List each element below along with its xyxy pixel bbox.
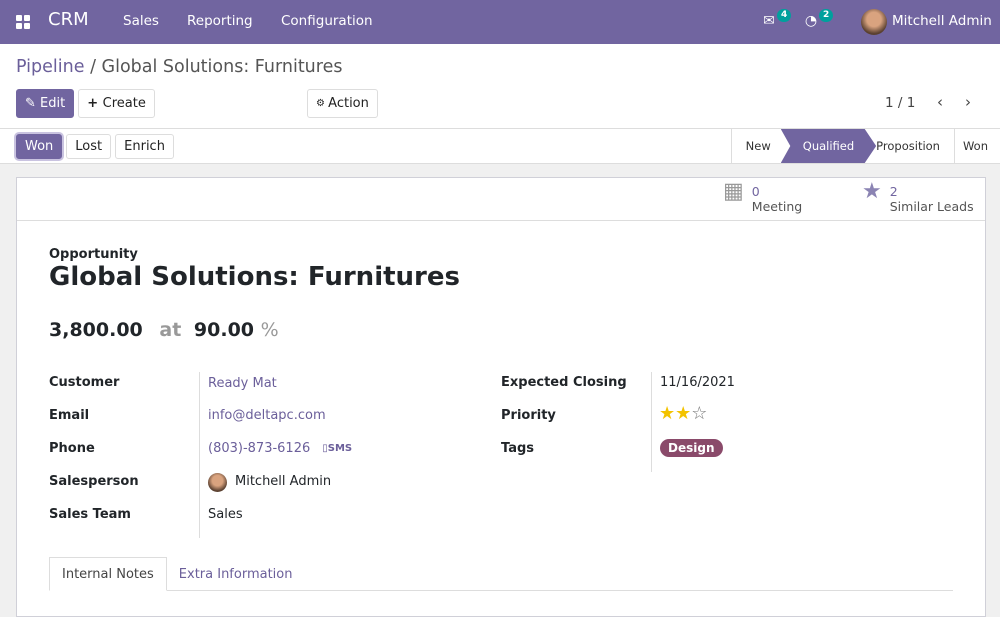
button-box: ▦ 0 Meeting ★ 2 Similar Leads: [17, 178, 985, 221]
salesperson-field[interactable]: Mitchell Admin: [235, 474, 332, 489]
sales-team-field[interactable]: Sales: [208, 507, 243, 522]
meeting-count: 0: [751, 184, 760, 199]
pager-value[interactable]: 1 / 1: [885, 95, 916, 111]
meeting-smart-button[interactable]: ▦ 0 Meeting: [723, 179, 803, 215]
menu-reporting[interactable]: Reporting: [187, 13, 253, 29]
form-sheet: ▦ 0 Meeting ★ 2 Similar Leads Opportunity …: [16, 177, 986, 617]
similar-label: Similar Leads: [889, 199, 974, 214]
expected-closing-label: Expected Closing: [501, 375, 627, 390]
star-empty-icon[interactable]: ☆: [691, 403, 708, 424]
breadcrumb-pipeline[interactable]: Pipeline: [16, 57, 85, 77]
customer-label: Customer: [49, 375, 120, 390]
create-label: Create: [102, 96, 146, 111]
messages-badge: 4: [777, 9, 792, 22]
edit-label: Edit: [40, 96, 66, 111]
create-button[interactable]: + Create: [78, 89, 155, 118]
stage-new[interactable]: New: [745, 139, 771, 153]
action-button[interactable]: ⚙ Action: [307, 89, 378, 118]
at-label: at: [159, 319, 182, 341]
calendar-icon: ▦: [723, 179, 744, 204]
plus-icon: +: [87, 96, 103, 111]
app-name[interactable]: CRM: [48, 9, 89, 30]
edit-button[interactable]: ✎ Edit: [16, 89, 75, 118]
probability-value: 90.00: [193, 319, 255, 341]
record-title: Global Solutions: Furnitures: [49, 262, 460, 292]
similar-count: 2: [889, 184, 898, 199]
meeting-label: Meeting: [751, 199, 803, 214]
tab-extra-information[interactable]: Extra Information: [178, 566, 293, 582]
tab-internal-notes[interactable]: Internal Notes: [49, 557, 167, 591]
enrich-button[interactable]: Enrich: [115, 134, 174, 159]
priority-stars: ★★☆: [659, 403, 707, 424]
record-type: Opportunity: [49, 247, 138, 262]
breadcrumb: Pipeline / Global Solutions: Furnitures: [16, 57, 342, 77]
action-label: Action: [328, 96, 369, 111]
user-menu[interactable]: Mitchell Admin: [892, 13, 992, 29]
sms-button[interactable]: ▯SMS: [322, 443, 352, 454]
control-panel: Pipeline / Global Solutions: Furnitures …: [0, 44, 1000, 129]
breadcrumb-current: Global Solutions: Furnitures: [101, 57, 343, 77]
divider: [651, 372, 652, 472]
pencil-icon: ✎: [25, 96, 41, 111]
apps-menu-icon[interactable]: [16, 15, 30, 29]
chevron-right-icon[interactable]: ›: [965, 93, 971, 111]
tags-label: Tags: [501, 441, 535, 456]
activities-icon[interactable]: ◔: [804, 13, 818, 29]
mobile-icon: ▯: [322, 443, 328, 454]
stage-qualified[interactable]: Qualified: [780, 129, 877, 163]
star-icon: ★: [862, 179, 882, 204]
tag-design[interactable]: Design: [660, 439, 723, 457]
email-field[interactable]: info@deltapc.com: [208, 408, 326, 423]
won-button[interactable]: Won: [16, 134, 63, 159]
user-avatar[interactable]: [861, 9, 887, 35]
breadcrumb-separator: /: [84, 57, 102, 77]
priority-label: Priority: [501, 408, 556, 423]
stage-won[interactable]: Won: [953, 129, 1000, 163]
messages-icon[interactable]: ✉: [763, 13, 775, 29]
expected-closing-field[interactable]: 11/16/2021: [660, 375, 735, 390]
stage-proposition[interactable]: Proposition: [876, 139, 940, 153]
sales-team-label: Sales Team: [49, 507, 131, 522]
star-filled-icon[interactable]: ★: [659, 403, 676, 424]
tabs-divider: [49, 590, 953, 591]
main-buttons: ✎ Edit + Create: [16, 89, 155, 118]
status-bar: Won Lost Enrich New Qualified Propositio…: [0, 129, 1000, 164]
percent-sign: %: [260, 319, 279, 341]
star-filled-icon[interactable]: ★: [675, 403, 692, 424]
expected-revenue: 3,800.00 at 90.00 %: [49, 319, 279, 341]
phone-field[interactable]: (803)-873-6126: [208, 441, 311, 456]
similar-leads-smart-button[interactable]: ★ 2 Similar Leads: [862, 179, 974, 215]
salesperson-avatar: [208, 473, 227, 492]
top-navbar: CRM Sales Reporting Configuration ✉ 4 ◔ …: [0, 0, 1000, 44]
chevron-left-icon[interactable]: ‹: [937, 93, 943, 111]
divider: [199, 372, 200, 538]
status-buttons: Won Lost Enrich: [16, 134, 174, 159]
menu-sales[interactable]: Sales: [123, 13, 159, 29]
customer-field[interactable]: Ready Mat: [208, 376, 277, 391]
revenue-value: 3,800.00: [49, 319, 143, 341]
sms-label: SMS: [327, 443, 353, 454]
email-label: Email: [49, 408, 90, 423]
pipeline-stages: New Qualified Proposition Won: [730, 129, 1000, 163]
phone-label: Phone: [49, 441, 95, 456]
activities-badge: 2: [819, 9, 834, 22]
lost-button[interactable]: Lost: [66, 134, 112, 159]
notebook-tabs: Internal Notes Extra Information: [49, 557, 304, 591]
salesperson-label: Salesperson: [49, 474, 139, 489]
gear-icon: ⚙: [316, 98, 329, 109]
menu-configuration[interactable]: Configuration: [281, 13, 373, 29]
phone-row: (803)-873-6126 ▯SMS: [208, 441, 352, 456]
